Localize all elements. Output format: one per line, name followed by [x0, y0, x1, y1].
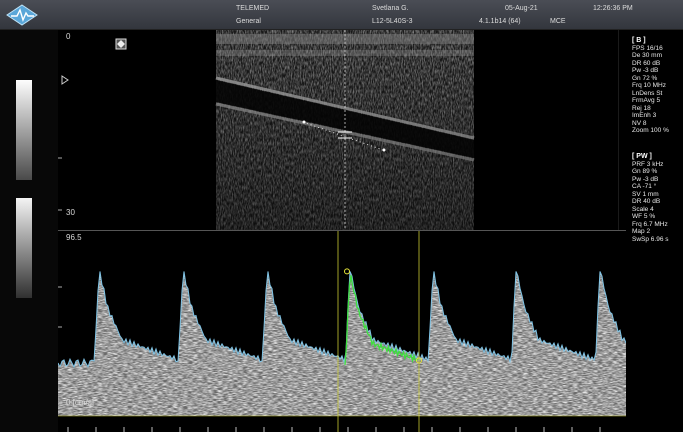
param-line: FrmAvg 5 [632, 97, 661, 104]
brand-label: TELEMED [236, 5, 270, 12]
depth-bottom-label: 30 [66, 208, 75, 217]
preset-label[interactable]: General [236, 18, 261, 25]
doppler-grayscale-bar [16, 198, 32, 298]
param-line: Gn 89 % [632, 168, 658, 175]
params-pw-heading: [ PW ] [632, 153, 652, 160]
param-line: SwSp 6.96 s [632, 235, 669, 243]
param-line: Pw -3 dB [632, 67, 659, 74]
probe-label: L12-5L40S-3 [372, 18, 413, 25]
header-bar: TELEMED General Svetlana G. L12-5L40S-3 … [0, 0, 683, 30]
bmode-image[interactable] [58, 30, 618, 230]
bmode-grayscale-bar [16, 80, 32, 180]
telemed-logo-icon[interactable] [5, 4, 39, 26]
param-line: SV 1 mm [632, 190, 659, 198]
param-line: PRF 3 kHz [632, 160, 664, 168]
param-line: Map 2 [632, 228, 651, 235]
params-b: [ B ] FPS 16/16 De 30 mm DR 60 dB Pw -3 … [632, 37, 669, 135]
param-line: WF 5 % [632, 213, 656, 220]
patient-name: Svetlana G. [372, 5, 409, 12]
params-panel [617, 30, 683, 432]
param-line: NV 8 [632, 119, 647, 127]
date-label: 05-Aug-21 [505, 5, 538, 12]
param-line: Rej 18 [632, 104, 651, 112]
param-line: Scale 4 [632, 205, 654, 213]
param-line: DR 60 dB [632, 59, 661, 67]
mode-label: MCE [550, 18, 566, 25]
bmode-panel[interactable]: 0 30 [58, 30, 618, 230]
param-line: LnDens St [632, 89, 663, 97]
param-line: Zoom 100 % [632, 127, 669, 134]
param-line: Pw -3 dB [632, 175, 659, 183]
time-label: 12:26:36 PM [593, 5, 633, 12]
velocity-baseline-label: 0 [cm/s] [66, 398, 95, 407]
velocity-scale-top: 96.5 [66, 233, 82, 242]
param-line: CA -71 ° [632, 183, 657, 190]
params-b-heading: [ B ] [632, 37, 646, 44]
param-line: Frq 6.7 MHz [632, 220, 668, 228]
depth-top-label: 0 [66, 32, 71, 41]
param-line: Gn 72 % [632, 74, 658, 82]
doppler-spectrum[interactable] [57, 231, 627, 432]
params-pw: [ PW ] PRF 3 kHz Gn 89 % Pw -3 dB CA -71… [632, 153, 669, 243]
param-line: FPS 16/16 [632, 44, 663, 52]
param-line: ImEnh 3 [632, 112, 657, 119]
left-panel [0, 30, 58, 432]
doppler-panel[interactable]: 96.5 0 [cm/s] [57, 230, 627, 432]
param-line: De 30 mm [632, 52, 662, 59]
version-label: 4.1.1b14 (64) [479, 18, 521, 25]
param-line: DR 40 dB [632, 198, 661, 205]
param-line: Frq 10 MHz [632, 82, 666, 89]
